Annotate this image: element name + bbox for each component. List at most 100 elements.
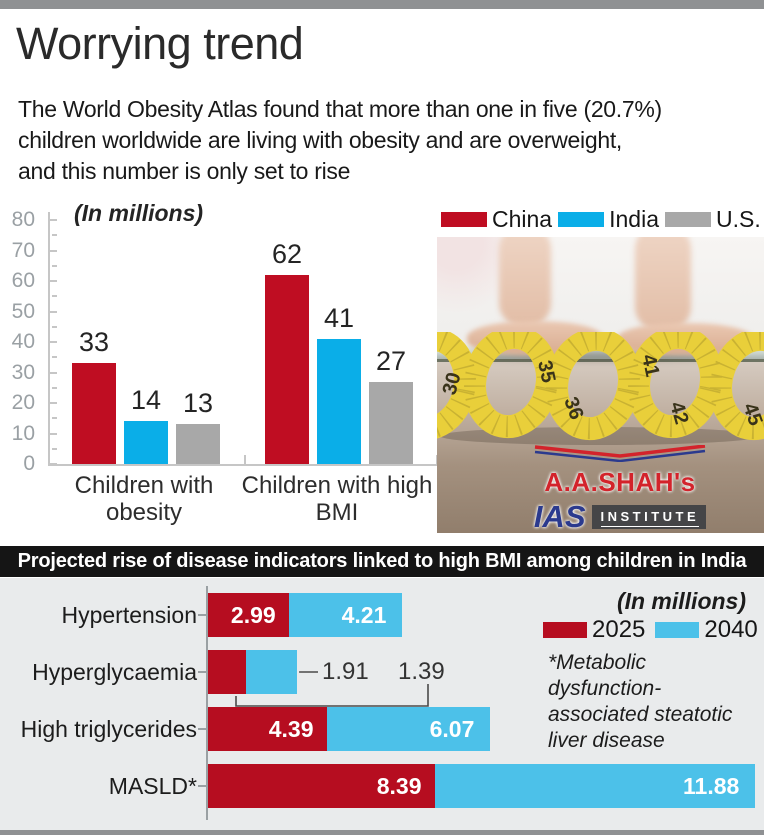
tape-coil bbox=[437, 332, 764, 441]
bar-india-group0 bbox=[124, 421, 168, 464]
top-chart-units-label: (In millions) bbox=[74, 200, 204, 226]
callout-value-2025: 1.39 bbox=[398, 658, 445, 685]
bar-value-2040: 6.07 bbox=[429, 715, 475, 742]
y-tick-label: 70 bbox=[11, 238, 35, 262]
y-tick-label: 50 bbox=[11, 299, 35, 323]
y-minor-tick bbox=[52, 356, 57, 359]
legend-label: China bbox=[492, 206, 553, 232]
y-major-tick bbox=[48, 219, 57, 221]
bar-2025-3: 8.39 bbox=[208, 764, 435, 808]
y-tick-label: 60 bbox=[11, 269, 35, 292]
y-tick-label: 40 bbox=[11, 330, 35, 353]
tape-tick-marks bbox=[437, 332, 764, 440]
row-label-hypertension: Hypertension bbox=[61, 602, 197, 628]
callout-value-2040: 1.91 bbox=[322, 658, 369, 685]
bar-2040-2: 6.07 bbox=[326, 707, 491, 751]
y-major-tick bbox=[48, 310, 57, 313]
tape-number: 41 bbox=[637, 352, 663, 378]
y-major-tick bbox=[48, 280, 57, 282]
bar-value-2025: 4.39 bbox=[268, 715, 314, 742]
intro-line-3: and this number is only set to rise bbox=[18, 158, 351, 184]
row-label-hyperglycaemia: Hyperglycaemia bbox=[32, 659, 197, 685]
bar-value-label: 41 bbox=[323, 302, 355, 333]
row-label-masld-: MASLD* bbox=[108, 773, 197, 799]
page-title: Worrying trend bbox=[16, 18, 304, 69]
section-banner: Projected rise of disease indicators lin… bbox=[0, 546, 764, 577]
photo-feet-on-scale: 30 35 36 41 42 45 A.A.SHAH's IAS INSTITUTE bbox=[437, 237, 764, 533]
logo-institute-text: INSTITUTE bbox=[600, 509, 700, 527]
feet-shadow bbox=[473, 351, 729, 360]
bar-2025-2: 4.39 bbox=[208, 707, 327, 751]
row-axis-tick bbox=[198, 614, 206, 616]
y-tick-label: 0 bbox=[23, 452, 35, 475]
bar-china-group0 bbox=[72, 363, 116, 464]
bar-value-label: 27 bbox=[375, 345, 407, 376]
bar-china-group1 bbox=[265, 274, 309, 464]
intro-line-1: The World Obesity Atlas found that more … bbox=[18, 96, 662, 122]
bar-value-2040: 11.88 bbox=[683, 772, 740, 799]
x-axis-tick-0 bbox=[244, 455, 246, 464]
legend-label: 2040 bbox=[704, 616, 758, 643]
legend-label: 2025 bbox=[592, 616, 646, 643]
top-border-rule bbox=[0, 0, 764, 9]
y-minor-tick bbox=[52, 325, 57, 328]
bottom-legend-2025-swatch bbox=[543, 622, 587, 638]
row-axis-tick bbox=[198, 671, 206, 673]
bar-india-group1 bbox=[317, 339, 361, 464]
bottom-chart-units-label: (In millions) bbox=[616, 588, 746, 614]
bar-2040-3: 11.88 bbox=[434, 764, 756, 808]
bottom-chart-section: (In millions) 2025 2040 *Metabolic dysfun… bbox=[0, 578, 764, 830]
logo-acronym-text: IAS bbox=[533, 499, 586, 533]
legend-label: U.S. bbox=[715, 206, 761, 232]
y-minor-tick bbox=[52, 264, 57, 267]
bar-value-2040: 4.21 bbox=[341, 601, 387, 628]
logo-name-text: A.A.SHAH's bbox=[544, 467, 696, 497]
bottom-chart-axis-line bbox=[206, 586, 208, 820]
bar-us-group1 bbox=[369, 381, 413, 464]
bottom-border-rule bbox=[0, 830, 764, 835]
category-label-1: Children with high BMI bbox=[241, 472, 433, 526]
bar-2025-0: 2.99 bbox=[208, 593, 289, 637]
legend-label: India bbox=[609, 206, 659, 232]
bar-2040-0: 4.21 bbox=[288, 593, 403, 637]
tape-number: 35 bbox=[533, 358, 559, 384]
y-minor-tick bbox=[52, 234, 57, 237]
row-label-high-triglycerides: High triglycerides bbox=[20, 716, 197, 742]
y-tick-label: 30 bbox=[11, 360, 35, 384]
bar-value-label: 62 bbox=[271, 238, 303, 269]
top-chart-plot-area: 33 62 14 41 13 27 bbox=[48, 212, 439, 466]
bar-value-label: 14 bbox=[130, 385, 162, 416]
bar-value-label: 13 bbox=[182, 388, 214, 419]
y-major-tick bbox=[48, 402, 57, 404]
y-minor-tick bbox=[52, 386, 57, 389]
y-major-tick bbox=[48, 249, 57, 252]
bar-2040-1 bbox=[245, 650, 298, 694]
y-tick-label: 10 bbox=[11, 421, 35, 445]
bar-value-2025: 2.99 bbox=[230, 601, 276, 628]
y-major-tick bbox=[48, 432, 57, 435]
legend-india-swatch bbox=[558, 212, 605, 227]
y-major-tick bbox=[48, 371, 57, 374]
row-axis-tick bbox=[198, 728, 206, 730]
bar-value-label: 33 bbox=[78, 327, 110, 358]
logo-institute-badge: INSTITUTE bbox=[591, 505, 707, 529]
top-chart-legend: China India U.S. bbox=[441, 206, 764, 233]
bar-us-group0 bbox=[176, 424, 220, 464]
left-leg bbox=[499, 237, 551, 327]
y-minor-tick bbox=[52, 447, 57, 450]
intro-text: The World Obesity Atlas found that more … bbox=[18, 94, 748, 187]
intro-line-2: children worldwide are living with obesi… bbox=[18, 127, 622, 153]
masld-footnote: *Metabolic dysfunction-associated steato… bbox=[548, 651, 733, 752]
category-label-0: Children with obesity bbox=[74, 472, 214, 526]
banner-text: Projected rise of disease indicators lin… bbox=[17, 550, 747, 572]
bar-2025-1 bbox=[208, 650, 246, 694]
right-leg bbox=[635, 237, 691, 331]
top-chart-y-axis: 0 10 20 30 40 50 60 70 80 bbox=[0, 208, 57, 475]
bottom-legend-2040-swatch bbox=[655, 622, 700, 638]
y-tick-label: 80 bbox=[11, 208, 35, 231]
y-minor-tick bbox=[52, 417, 57, 420]
logo-swoosh-icon bbox=[534, 444, 706, 463]
y-tick-label: 20 bbox=[11, 391, 35, 414]
